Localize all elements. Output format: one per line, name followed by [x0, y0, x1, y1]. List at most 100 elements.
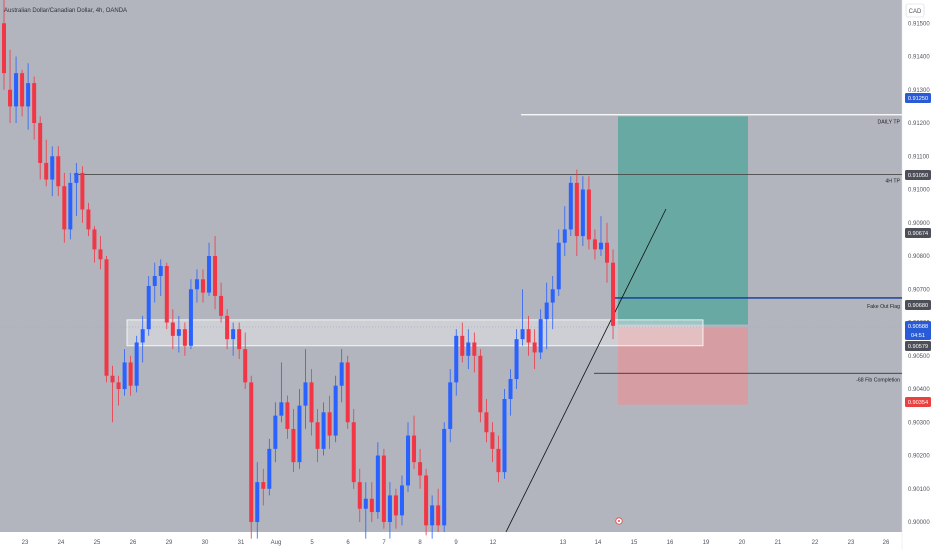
candle-body[interactable]: [502, 399, 507, 473]
candle-body[interactable]: [393, 495, 398, 516]
candle-body[interactable]: [454, 335, 459, 383]
candle-body[interactable]: [526, 329, 531, 343]
candle-body[interactable]: [255, 482, 260, 523]
candle-body[interactable]: [74, 172, 79, 183]
candle-body[interactable]: [170, 322, 175, 336]
candle-body[interactable]: [86, 209, 91, 230]
candle-body[interactable]: [152, 275, 157, 286]
candle-body[interactable]: [375, 455, 380, 513]
candle-body[interactable]: [44, 162, 49, 180]
candle-body[interactable]: [472, 342, 477, 356]
candle-body[interactable]: [279, 402, 284, 416]
candle-body[interactable]: [580, 189, 585, 237]
candle-body[interactable]: [592, 239, 597, 250]
candle-body[interactable]: [98, 249, 103, 260]
candle-body[interactable]: [369, 498, 374, 513]
candle-body[interactable]: [225, 315, 230, 340]
candle-body[interactable]: [363, 498, 368, 509]
candle-body[interactable]: [182, 329, 187, 346]
candle-body[interactable]: [556, 242, 561, 290]
candle-body[interactable]: [68, 182, 73, 230]
candle-body[interactable]: [249, 382, 254, 523]
candle-body[interactable]: [14, 73, 19, 107]
candle-body[interactable]: [207, 256, 212, 293]
candle-body[interactable]: [219, 295, 224, 316]
candle-body[interactable]: [598, 242, 603, 250]
candle-body[interactable]: [134, 342, 139, 386]
candle-body[interactable]: [38, 123, 43, 163]
candle-body[interactable]: [357, 482, 362, 509]
plot-area[interactable]: [0, 0, 902, 532]
candle-body[interactable]: [26, 83, 31, 107]
candle-body[interactable]: [327, 412, 332, 436]
candle-body[interactable]: [194, 279, 199, 290]
candle-body[interactable]: [339, 362, 344, 386]
candle-body[interactable]: [460, 335, 465, 356]
price-axis[interactable]: [902, 0, 932, 550]
candle-body[interactable]: [237, 329, 242, 350]
candle-body[interactable]: [550, 289, 555, 303]
candle-body[interactable]: [351, 422, 356, 483]
event-marker-icon[interactable]: [615, 517, 623, 525]
candle-body[interactable]: [303, 382, 308, 406]
candle-body[interactable]: [418, 462, 423, 476]
candle-body[interactable]: [116, 382, 121, 390]
candle-body[interactable]: [285, 402, 290, 429]
candle-body[interactable]: [164, 266, 169, 323]
candle-body[interactable]: [466, 342, 471, 356]
candle-body[interactable]: [80, 172, 85, 210]
candle-body[interactable]: [231, 329, 236, 340]
candle-body[interactable]: [424, 475, 429, 526]
candle-body[interactable]: [436, 505, 441, 526]
candle-body[interactable]: [345, 362, 350, 423]
candle-body[interactable]: [484, 412, 489, 433]
candle-body[interactable]: [412, 435, 417, 463]
stop-zone[interactable]: [618, 327, 748, 405]
candle-body[interactable]: [333, 385, 338, 436]
candle-body[interactable]: [267, 448, 272, 489]
candle-body[interactable]: [430, 505, 435, 526]
candle-body[interactable]: [50, 156, 55, 180]
candle-body[interactable]: [297, 405, 302, 463]
candle-body[interactable]: [532, 342, 537, 353]
candle-body[interactable]: [128, 362, 133, 386]
candle-body[interactable]: [110, 375, 115, 383]
candle-body[interactable]: [514, 339, 519, 380]
candle-body[interactable]: [538, 319, 543, 353]
time-axis[interactable]: [0, 532, 902, 550]
candle-body[interactable]: [56, 156, 61, 187]
support-zone[interactable]: [126, 319, 704, 347]
candle-body[interactable]: [188, 289, 193, 346]
candle-body[interactable]: [62, 186, 67, 230]
candle-body[interactable]: [321, 412, 326, 449]
target-zone[interactable]: [618, 116, 748, 325]
candle-body[interactable]: [381, 455, 386, 523]
candle-body[interactable]: [586, 189, 591, 240]
candle-body[interactable]: [406, 435, 411, 486]
candle-body[interactable]: [200, 279, 205, 293]
candle-body[interactable]: [32, 83, 37, 124]
candle-body[interactable]: [315, 422, 320, 449]
candle-body[interactable]: [568, 182, 573, 230]
candle-body[interactable]: [490, 432, 495, 449]
candle-body[interactable]: [122, 362, 127, 390]
candle-body[interactable]: [387, 495, 392, 523]
candle-body[interactable]: [2, 23, 6, 74]
candle-body[interactable]: [496, 448, 501, 473]
candle-body[interactable]: [140, 329, 145, 343]
candle-body[interactable]: [574, 182, 579, 237]
candle-body[interactable]: [399, 485, 404, 516]
candle-body[interactable]: [478, 355, 483, 413]
candle-body[interactable]: [448, 382, 453, 429]
candle-body[interactable]: [273, 415, 278, 449]
candle-body[interactable]: [146, 285, 151, 330]
candle-body[interactable]: [20, 73, 25, 107]
candle-body[interactable]: [544, 302, 549, 320]
candle-body[interactable]: [562, 229, 567, 243]
candle-body[interactable]: [291, 428, 296, 463]
candle-body[interactable]: [508, 379, 513, 399]
candle-body[interactable]: [176, 329, 181, 336]
candle-body[interactable]: [104, 259, 109, 376]
candle-body[interactable]: [520, 329, 525, 340]
